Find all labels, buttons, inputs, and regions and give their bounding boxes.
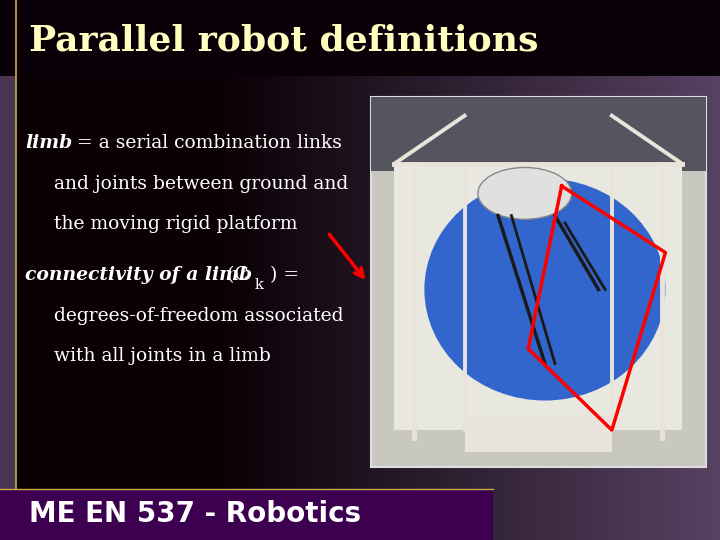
Text: = a serial combination links: = a serial combination links — [71, 134, 341, 152]
FancyBboxPatch shape — [464, 415, 612, 453]
FancyBboxPatch shape — [0, 489, 493, 540]
Text: and joints between ground and: and joints between ground and — [54, 174, 348, 193]
Ellipse shape — [478, 167, 572, 219]
FancyBboxPatch shape — [371, 97, 706, 171]
Text: limb: limb — [25, 134, 73, 152]
Text: degrees-of-freedom associated: degrees-of-freedom associated — [54, 307, 343, 325]
Text: the moving rigid platform: the moving rigid platform — [54, 215, 297, 233]
Text: (C: (C — [221, 266, 249, 285]
Ellipse shape — [424, 179, 665, 401]
Text: k: k — [254, 278, 263, 292]
FancyBboxPatch shape — [0, 0, 720, 76]
FancyBboxPatch shape — [0, 0, 16, 489]
Text: connectivity of a limb: connectivity of a limb — [25, 266, 252, 285]
Text: Parallel robot definitions: Parallel robot definitions — [29, 24, 539, 57]
FancyBboxPatch shape — [371, 97, 706, 467]
Text: ) =: ) = — [270, 266, 299, 285]
Text: with all joints in a limb: with all joints in a limb — [54, 347, 271, 366]
Text: ME EN 537 - Robotics: ME EN 537 - Robotics — [29, 501, 361, 528]
FancyBboxPatch shape — [395, 164, 682, 430]
